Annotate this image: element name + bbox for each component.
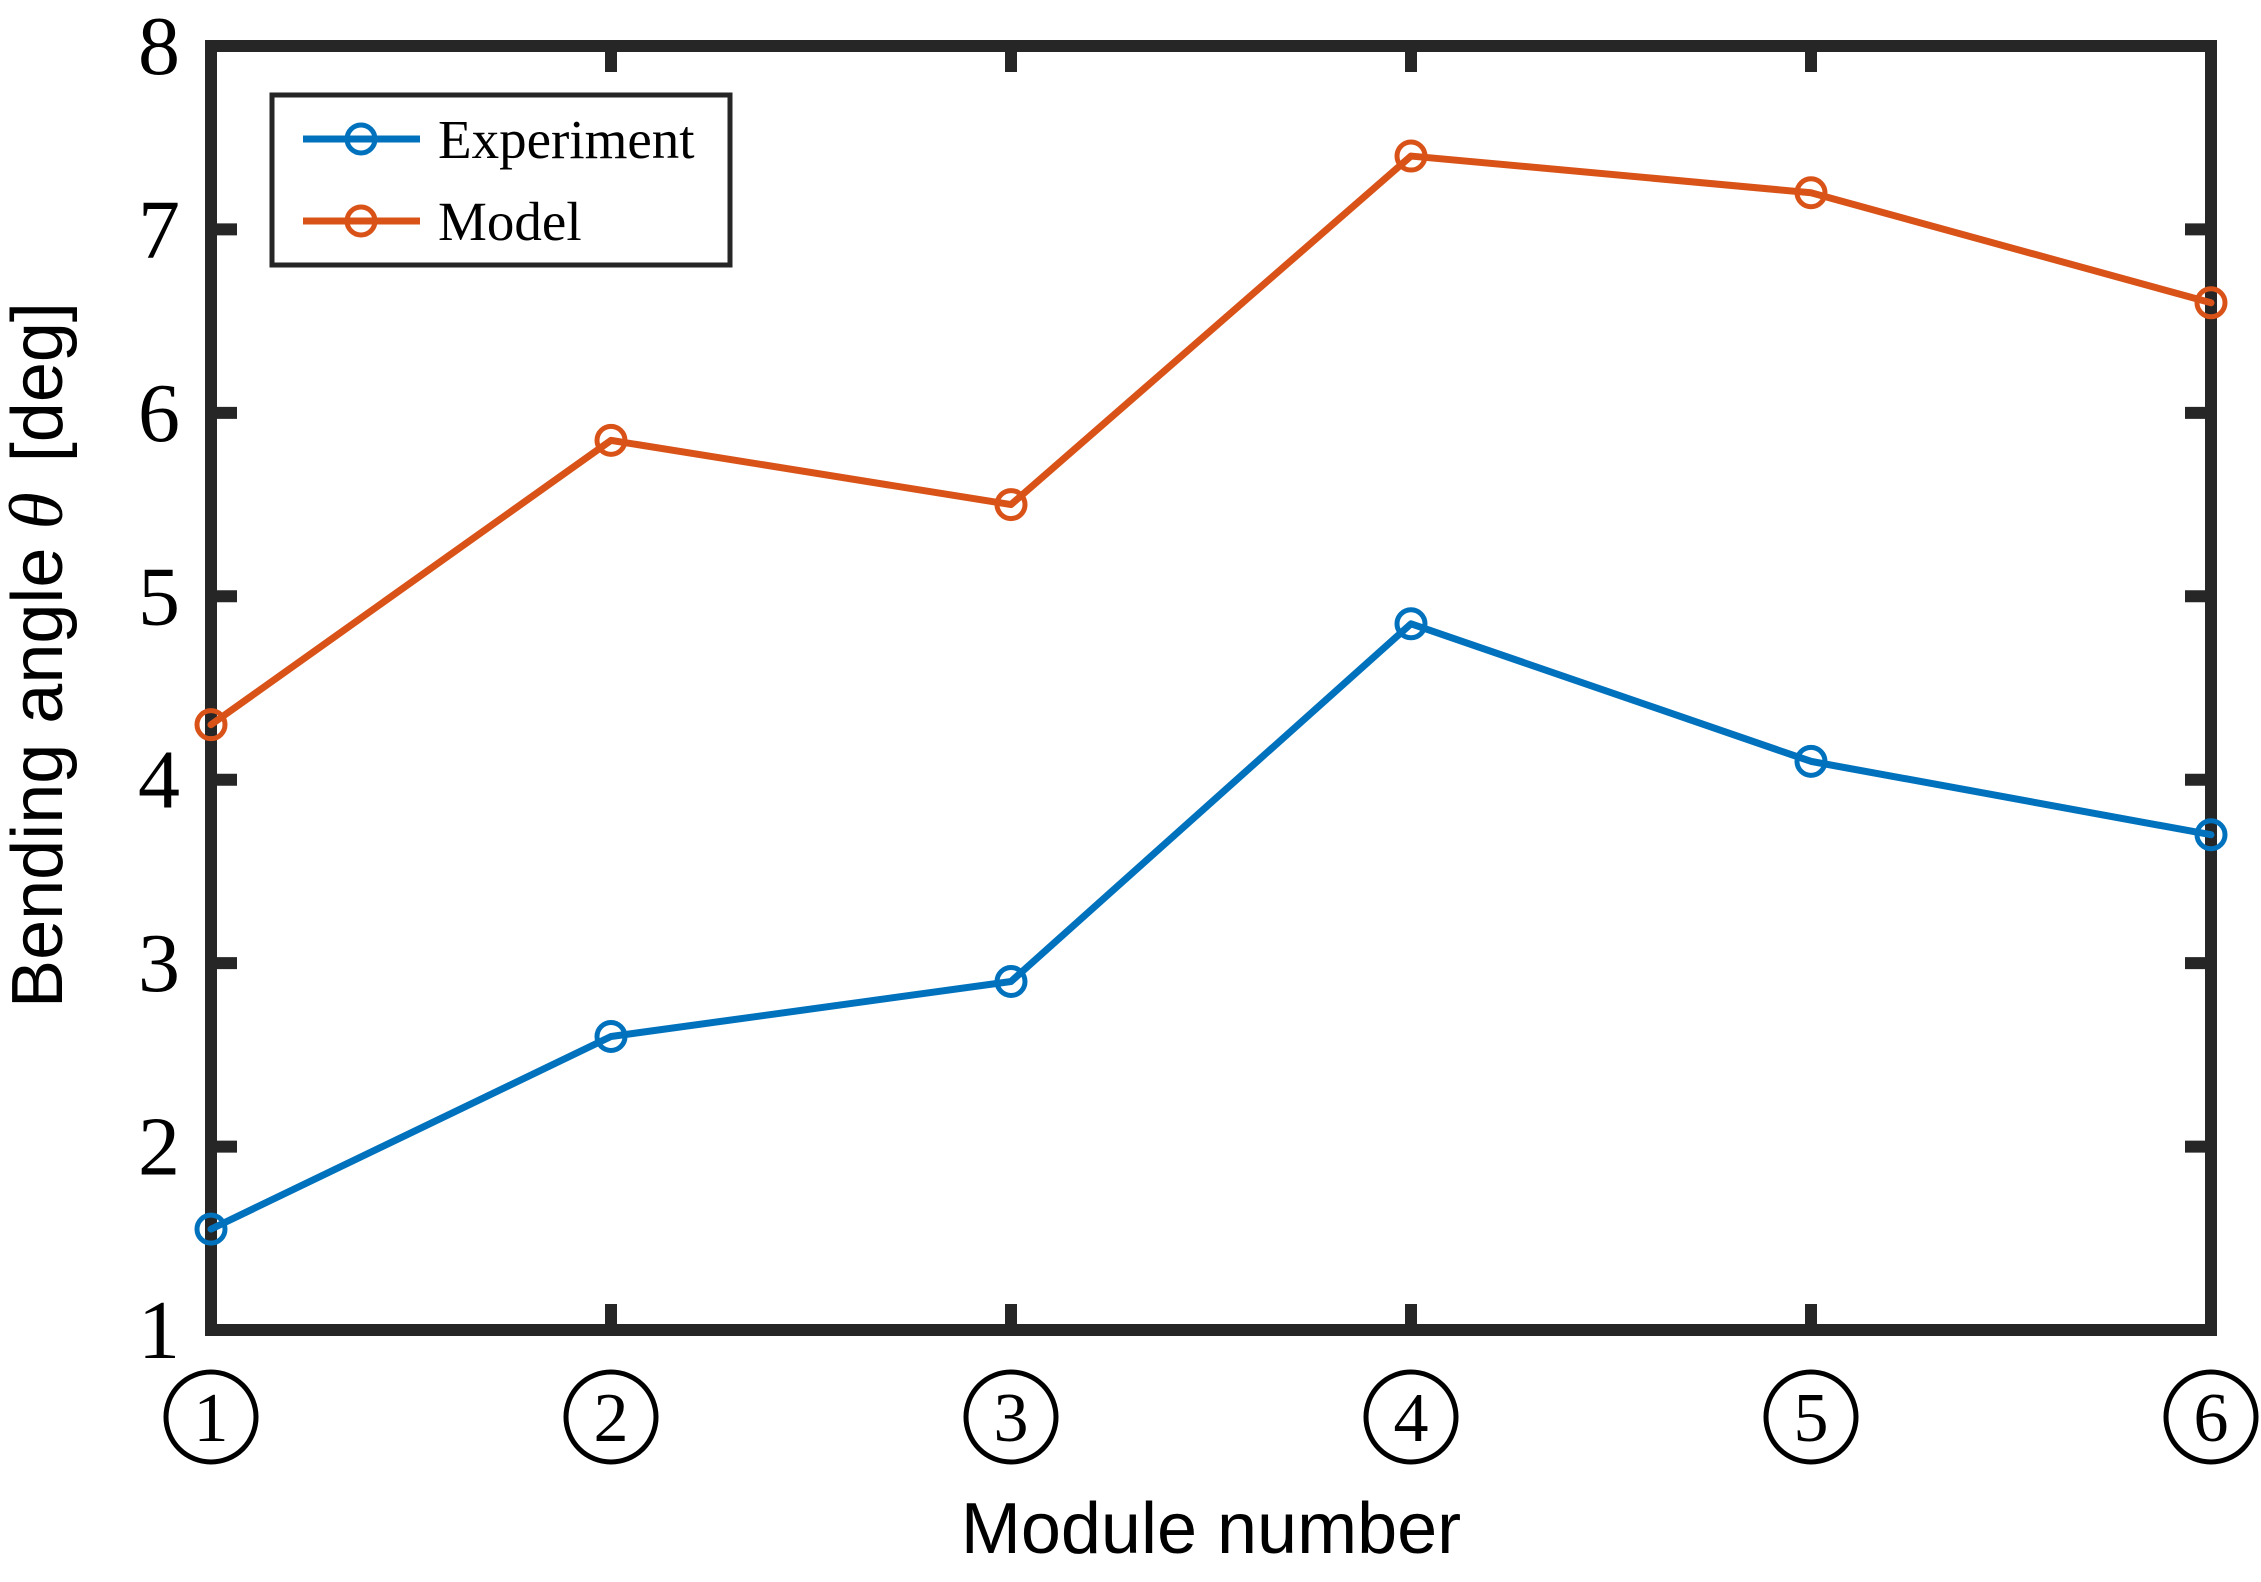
data-point-marker-experiment [594, 1020, 628, 1054]
legend-marker-circle-model [344, 204, 378, 238]
plot-frame [205, 40, 2217, 1336]
y-axis-label: Bending angle θ [deg] [0, 302, 79, 1008]
data-point-marker-experiment [2194, 818, 2228, 852]
x-tick-labels: 1 2 3 4 5 6 [163, 1369, 2259, 1465]
y-tick-label: 6 [138, 367, 180, 460]
data-point-marker-model [1394, 139, 1428, 173]
x-tick-label: 4 [1394, 1380, 1429, 1457]
data-point-marker-model [594, 423, 628, 457]
x-tick-label: 3 [994, 1380, 1029, 1457]
data-point-marker-experiment [1394, 607, 1428, 641]
data-point-marker-experiment [994, 964, 1028, 998]
y-tick-label: 1 [138, 1284, 180, 1377]
y-tick-labels: 1 2 3 4 5 6 7 8 [138, 0, 180, 1377]
x-axis-label: Module number [961, 1489, 1461, 1569]
data-series [194, 139, 2228, 1246]
data-point-marker-model [1794, 176, 1828, 210]
axes [205, 40, 2217, 1336]
y-tick-label: 5 [138, 550, 180, 643]
series-line-model [207, 152, 2215, 729]
series-line-experiment [207, 620, 2215, 1233]
y-axis-label-suffix: [deg] [0, 302, 78, 462]
x-tick-label: 6 [2194, 1380, 2229, 1457]
y-tick-label: 4 [138, 734, 180, 827]
data-point-marker-model [194, 708, 228, 742]
legend-label-model: Model [438, 191, 582, 252]
y-tick-label: 2 [138, 1101, 180, 1194]
x-tick-circle [1363, 1369, 1459, 1465]
x-tick-label: 1 [194, 1380, 229, 1457]
x-tick-circle [963, 1369, 1059, 1465]
x-tick-label: 2 [594, 1380, 629, 1457]
data-point-marker-experiment [1794, 744, 1828, 778]
legend-marker-circle-experiment [344, 122, 378, 156]
legend: Experiment Model [269, 92, 733, 268]
legend-label-experiment: Experiment [438, 109, 695, 170]
data-point-marker-experiment [194, 1212, 228, 1246]
y-axis-label-prefix: Bending angle [0, 548, 78, 1008]
x-tick-circle [1763, 1369, 1859, 1465]
y-tick-label: 3 [138, 917, 180, 1010]
data-point-marker-model [994, 488, 1028, 522]
x-tick-circle [163, 1369, 259, 1465]
data-point-marker-model [2194, 286, 2228, 320]
x-tick-label: 5 [1794, 1380, 1829, 1457]
legend-box [269, 92, 733, 268]
x-tick-circle [2163, 1369, 2259, 1465]
theta-symbol: θ [0, 492, 79, 529]
x-tick-circle [563, 1369, 659, 1465]
y-tick-label: 8 [138, 0, 180, 93]
y-tick-label: 7 [138, 183, 180, 276]
